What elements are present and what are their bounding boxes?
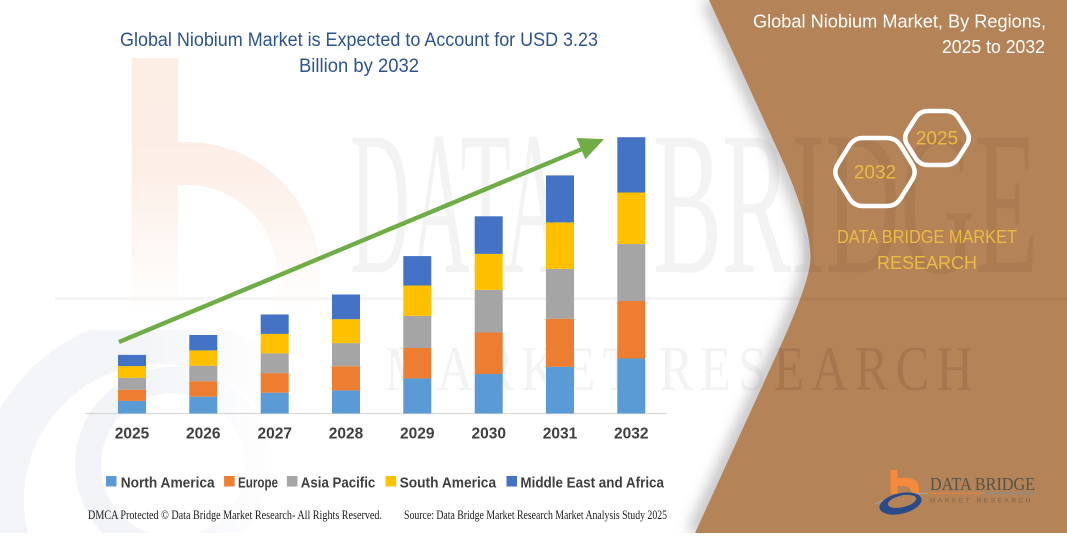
svg-text:Europe: Europe [238,475,278,492]
svg-text:2031: 2031 [543,426,578,443]
svg-text:2032: 2032 [854,163,896,184]
svg-text:2027: 2027 [257,426,291,443]
svg-text:Asia Pacific: Asia Pacific [301,475,376,492]
svg-text:DMCA Protected © Data Bridge M: DMCA Protected © Data Bridge Market Rese… [88,508,382,522]
svg-text:South America: South America [400,475,497,492]
svg-text:North America: North America [121,475,216,492]
svg-text:2030: 2030 [471,426,505,443]
svg-text:Billion by 2032: Billion by 2032 [299,56,419,77]
svg-text:2032: 2032 [614,426,648,443]
svg-text:DATA BRIDGE MARKET: DATA BRIDGE MARKET [837,227,1017,247]
svg-text:Global Niobium Market, By Regi: Global Niobium Market, By Regions, [753,11,1046,32]
svg-text:2029: 2029 [400,426,435,443]
svg-text:DATA BRIDGE: DATA BRIDGE [930,474,1035,494]
svg-text:2025: 2025 [115,426,150,443]
svg-text:2026: 2026 [186,426,221,443]
svg-text:2025 to 2032: 2025 to 2032 [942,36,1045,57]
svg-text:2025: 2025 [916,129,958,150]
svg-text:2028: 2028 [329,426,364,443]
svg-text:Global Niobium Market is Expec: Global Niobium Market is Expected to Acc… [120,30,598,51]
svg-text:MARKET RESEARCH: MARKET RESEARCH [930,498,1033,504]
svg-text:Middle East and Africa: Middle East and Africa [520,475,664,492]
svg-text:RESEARCH: RESEARCH [877,253,977,273]
svg-text:Source: Data Bridge Market Res: Source: Data Bridge Market Research Mark… [404,508,667,522]
